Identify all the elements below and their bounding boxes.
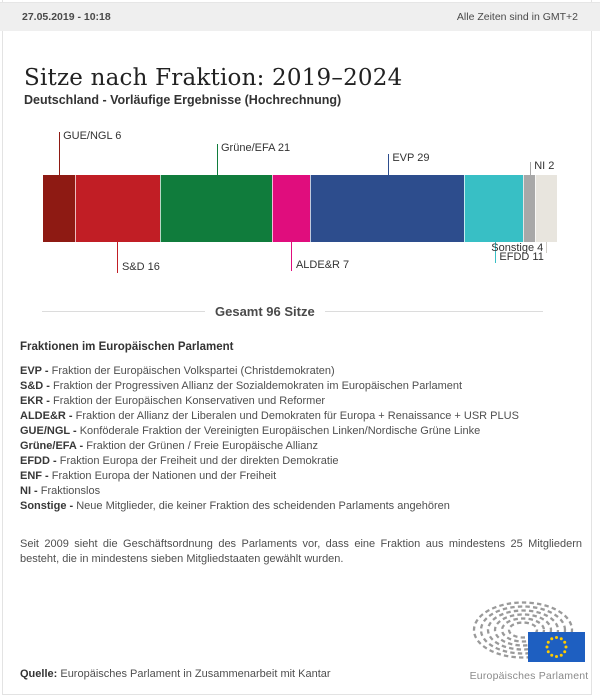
legend-item-sd: S&D - Fraktion der Progressiven Allianz …: [20, 379, 588, 394]
segment-label-gr-ne-efa: Grüne/EFA 21: [221, 142, 291, 154]
legend-separator: -: [42, 470, 52, 482]
bar-segment-sonstige: [534, 175, 557, 242]
page-subtitle: Deutschland - Vorläufige Ergebnisse (Hoc…: [24, 93, 342, 108]
legend-heading: Fraktionen im Europäischen Parlament: [20, 341, 234, 353]
source-text: Europäisches Parlament in Zusammenarbeit…: [57, 668, 331, 680]
stacked-bar-chart: GUE/NGL 6 S&D 16 Grüne/EFA 21 ALDE&R 7 EVP 2…: [0, 128, 600, 290]
callout-line-sonstige: [545, 242, 547, 253]
flag-star-icon: [559, 653, 563, 657]
hemicycle-logo-icon: [472, 601, 585, 662]
flag-star-icon: [563, 640, 567, 644]
callout-line-efdd: [494, 242, 496, 263]
legend-desc: Fraktion der Allianz der Liberalen und D…: [75, 410, 519, 422]
bar-segment-evp: [310, 175, 465, 242]
total-seats-label: Gesamt 96 Sitze: [215, 303, 315, 319]
segment-label-evp: EVP 29: [392, 152, 430, 164]
rules-note: Seit 2009 sieht die Geschäftsordnung des…: [20, 538, 582, 565]
legend-abbr: NI: [20, 485, 31, 497]
legend-abbr: Grüne/EFA: [20, 440, 77, 452]
segment-label-sonstige: Sonstige 4: [491, 242, 544, 254]
flag-star-icon: [545, 645, 549, 649]
bar-segment-alde-r: [272, 175, 311, 242]
legend-abbr: ALDE&R: [20, 410, 66, 422]
legend-desc: Fraktion Europa der Freiheit und der dir…: [59, 455, 339, 467]
legend-abbr: ENF: [20, 470, 42, 482]
legend-abbr: GUE/NGL: [20, 425, 70, 437]
legend-list: EVP - Fraktion der Europäischen Volkspar…: [20, 364, 588, 514]
legend-item-alder: ALDE&R - Fraktion der Allianz der Libera…: [20, 409, 588, 424]
legend-item-sonstige: Sonstige - Neue Mitglieder, die keiner F…: [20, 499, 588, 514]
legend-abbr: S&D: [20, 380, 44, 392]
european-parliament-logo: Europäisches Parlament: [462, 601, 596, 682]
legend-desc: Konföderale Fraktion der Vereinigten Eur…: [79, 425, 481, 437]
legend-separator: -: [66, 500, 77, 512]
legend-abbr: EFDD: [20, 455, 50, 467]
legend-item-ekr: EKR - Fraktion der Europäischen Konserva…: [20, 394, 588, 409]
legend-desc: Fraktionslos: [40, 485, 101, 497]
legend-abbr: Sonstige: [20, 500, 67, 512]
segment-label-alde-r: ALDE&R 7: [295, 259, 350, 271]
bar-segment-ni: [523, 175, 535, 242]
eu-flag-icon: [528, 632, 585, 662]
flag-star-icon: [550, 653, 554, 657]
bar-segment-efdd: [464, 175, 524, 242]
bar-segment-gue-ngl: [43, 175, 75, 242]
legend-abbr: EKR: [20, 395, 44, 407]
divider-rule-right: [324, 310, 543, 312]
flag-star-icon: [555, 655, 558, 658]
total-divider: Gesamt 96 Sitze: [42, 303, 543, 319]
legend-abbr: EVP: [20, 365, 42, 377]
legend-separator: -: [43, 380, 54, 392]
logo-wordmark: Europäisches Parlament: [469, 670, 589, 682]
legend-separator: -: [69, 425, 80, 437]
callout-line-gr-ne-efa: [216, 144, 218, 175]
divider-rule-left: [42, 310, 205, 312]
segment-label-s-d: S&D 16: [121, 261, 160, 273]
legend-item-enf: ENF - Fraktion Europa der Nationen und d…: [20, 469, 588, 484]
legend-separator: -: [43, 395, 54, 407]
legend-separator: -: [41, 365, 52, 377]
legend-item-ni: NI - Fraktionslos: [20, 484, 588, 499]
timestamp: 27.05.2019 - 10:18: [22, 11, 111, 23]
bar-segment-gr-ne-efa: [160, 175, 273, 242]
segment-label-gue-ngl: GUE/NGL 6: [63, 130, 122, 142]
flag-star-icon: [555, 636, 558, 639]
callout-line-alde-r: [291, 242, 293, 271]
callout-line-s-d: [117, 242, 119, 273]
flag-star-icon: [564, 645, 568, 649]
flag-star-icon: [546, 650, 550, 654]
legend-separator: -: [65, 410, 76, 422]
top-bar: 27.05.2019 - 10:18 Alle Zeiten sind in G…: [0, 2, 600, 31]
flag-star-icon: [559, 637, 563, 641]
legend-desc: Fraktion der Progressiven Allianz der So…: [53, 380, 463, 392]
source-label: Quelle:: [20, 668, 58, 680]
legend-desc: Fraktion der Grünen / Freie Europäische …: [86, 440, 318, 452]
segment-label-ni: NI 2: [534, 160, 555, 172]
legend-separator: -: [31, 485, 41, 497]
flag-star-icon: [563, 650, 567, 654]
legend-desc: Fraktion der Europäischen Konservativen …: [53, 395, 326, 407]
page-title: Sitze nach Fraktion: 2019–2024: [24, 65, 403, 92]
callout-line-gue-ngl: [58, 132, 60, 175]
legend-separator: -: [76, 440, 87, 452]
legend-separator: -: [49, 455, 60, 467]
legend-item-guengl: GUE/NGL - Konföderale Fraktion der Verei…: [20, 424, 588, 439]
source-line: Quelle: Europäisches Parlament in Zusamm…: [20, 668, 331, 680]
legend-item-efdd: EFDD - Fraktion Europa der Freiheit und …: [20, 454, 588, 469]
legend-item-evp: EVP - Fraktion der Europäischen Volkspar…: [20, 364, 588, 379]
seat-bar: [43, 175, 557, 242]
bar-segment-s-d: [74, 175, 161, 242]
flag-star-icon: [546, 640, 550, 644]
callout-line-evp: [387, 154, 389, 175]
legend-desc: Fraktion Europa der Nationen und der Fre…: [51, 470, 277, 482]
timezone-note: Alle Zeiten sind in GMT+2: [456, 11, 578, 23]
callout-line-ni: [529, 162, 531, 175]
flag-star-icon: [550, 637, 554, 641]
segment-label-efdd: EFDD 11: [499, 251, 544, 263]
legend-desc: Neue Mitglieder, die keiner Fraktion des…: [76, 500, 450, 512]
legend-item-gruene-efa: Grüne/EFA - Fraktion der Grünen / Freie …: [20, 439, 588, 454]
legend-desc: Fraktion der Europäischen Volkspartei (C…: [51, 365, 335, 377]
